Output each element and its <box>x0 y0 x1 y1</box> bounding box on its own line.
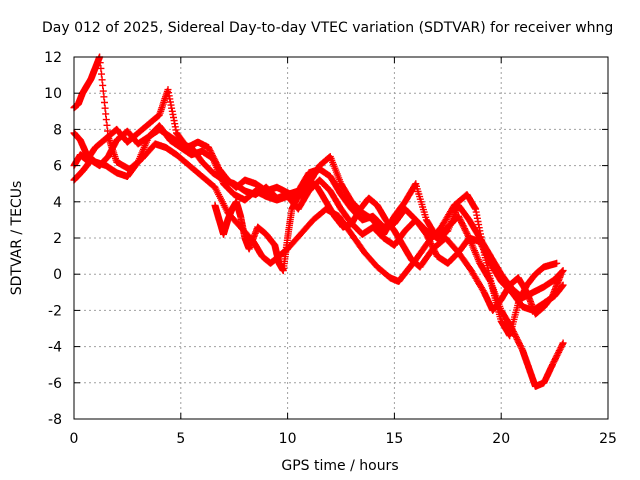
y-tick-label: 10 <box>44 86 62 102</box>
y-tick-label: 12 <box>44 50 62 66</box>
y-tick-label: -6 <box>48 376 62 392</box>
data-points-plus-markers <box>211 176 565 318</box>
plot-area <box>70 53 567 390</box>
y-tick-label: -4 <box>48 340 62 356</box>
y-tick-label: -2 <box>48 303 62 319</box>
y-tick-label: 4 <box>53 195 62 211</box>
y-tick-label: 6 <box>53 159 62 175</box>
x-tick-label: 10 <box>279 431 297 447</box>
x-tick-label: 0 <box>70 431 79 447</box>
y-tick-label: 8 <box>53 122 62 138</box>
data-series <box>211 176 565 318</box>
x-tick-label: 25 <box>599 431 617 447</box>
y-tick-label: 2 <box>53 231 62 247</box>
x-tick-label: 5 <box>176 431 185 447</box>
y-axis-label: SDTVAR / TECUs <box>9 181 25 296</box>
x-tick-label: 15 <box>385 431 403 447</box>
y-tick-label: -8 <box>48 412 62 428</box>
y-tick-label: 0 <box>53 267 62 283</box>
axes: 0 5 10 15 20 25 -8 -6 -4 -2 0 2 4 6 8 10 12 <box>44 50 617 447</box>
chart-title: Day 012 of 2025, Sidereal Day-to-day VTE… <box>42 20 613 36</box>
x-tick-label: 20 <box>492 431 510 447</box>
x-axis-label: GPS time / hours <box>281 458 398 474</box>
